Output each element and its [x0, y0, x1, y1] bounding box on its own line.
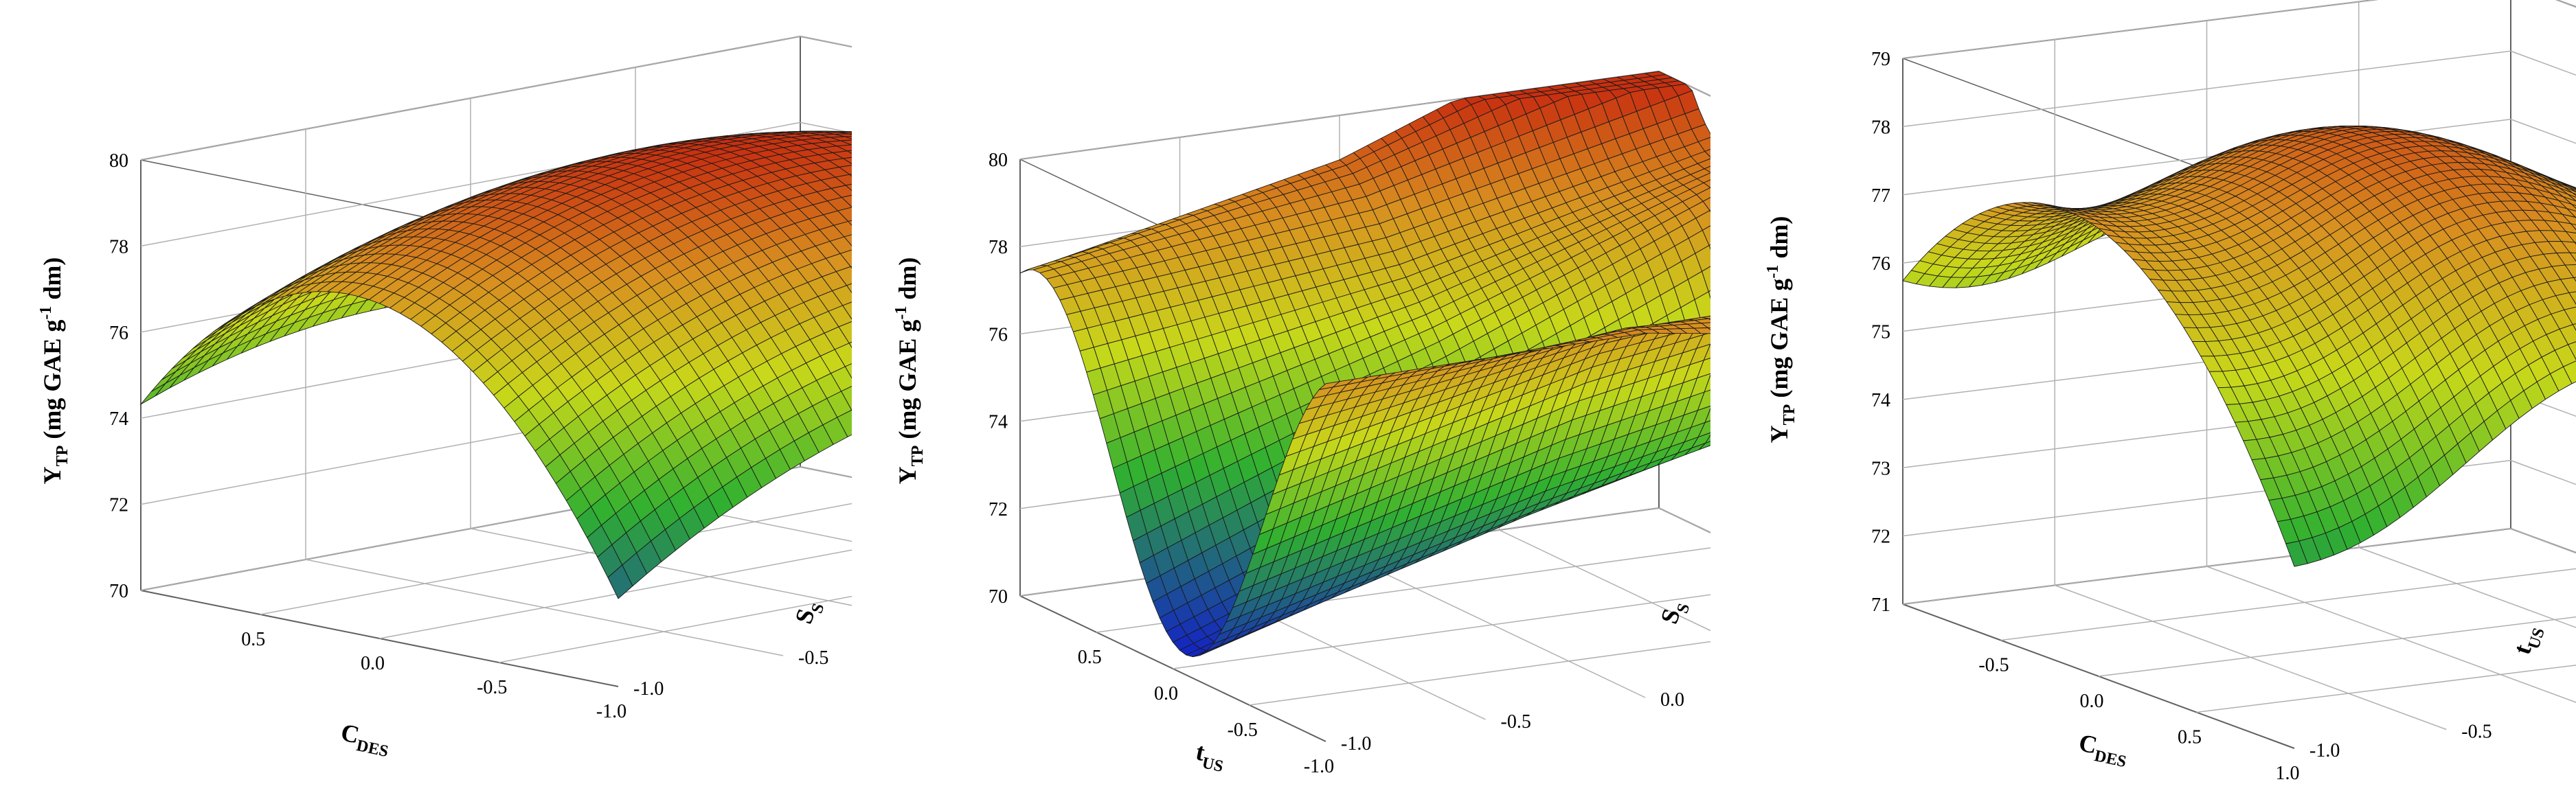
surface — [1902, 125, 2576, 567]
x-tick-label: 0.0 — [361, 653, 385, 674]
x-tick-label: 0.5 — [241, 629, 265, 650]
floor-grid-line — [2196, 665, 2576, 713]
x-axis-label-sub: US — [1201, 754, 1225, 776]
x-tick-label: -0.5 — [477, 677, 507, 698]
x-tick-label: 0.0 — [1154, 683, 1178, 704]
floor-grid-line — [2098, 616, 2576, 677]
floor-grid-line — [1249, 641, 1710, 706]
y-tick-label: -0.5 — [798, 647, 828, 669]
surface — [1019, 71, 1710, 658]
z-tick-label: 70 — [988, 586, 1008, 608]
z-tick-label: 72 — [988, 499, 1008, 520]
floor-grid-line — [2206, 566, 2576, 703]
wall-grid-line — [800, 466, 852, 478]
z-tick-label: 78 — [109, 236, 128, 257]
x-tick-label: -0.5 — [1228, 719, 1258, 741]
surface-patch — [844, 363, 852, 379]
z-axis-label: YTP (mg GAE g-1 dm) — [892, 257, 927, 485]
surface-plot-1: 7072747678800.50.0-0.5-1.0-1.0-0.50.00.5… — [37, 36, 852, 761]
top-edge — [800, 36, 852, 48]
floor-grid-line — [260, 503, 852, 615]
y-tick-label: -1.0 — [633, 678, 664, 700]
tick-labels: 7072747678800.50.0-0.5-1.0-1.0-0.50.00.5… — [109, 150, 828, 722]
surface-patch — [140, 382, 166, 405]
z-axis-label-unit: (mg GAE g — [894, 320, 921, 446]
z-tick-label: 70 — [109, 581, 128, 602]
floor-grid-line — [1339, 551, 1646, 698]
floor-edge — [800, 466, 852, 479]
surface-plot-3: 717273747576777879-0.50.00.51.0-1.0-0.50… — [1764, 0, 2576, 784]
wall-grid-line — [800, 36, 852, 47]
surface-plot-2: 7072747678800.50.0-0.5-1.0-1.0-0.50.00.5… — [892, 71, 1710, 777]
y-tick-label: -1.0 — [1341, 733, 1371, 755]
z-tick-label: 78 — [988, 237, 1008, 258]
z-axis-label-sup: -1 — [892, 306, 910, 320]
floor-grid-line — [2000, 568, 2576, 641]
floor-edge — [1658, 507, 1710, 533]
z-axis-label-sub: TP — [909, 446, 927, 467]
z-axis-label-main: Y — [894, 466, 921, 484]
x-axis-label: CDES — [337, 718, 393, 761]
z-tick-label: 74 — [109, 408, 128, 430]
z-tick-label: 80 — [988, 150, 1008, 171]
x-axis-label: tUS — [1193, 737, 1228, 776]
wall-grid-line — [1658, 71, 1710, 97]
surface-patch — [1318, 381, 1340, 390]
z-axis-label: YTP (mg GAE g-1 dm) — [37, 257, 71, 485]
z-tick-label: 74 — [988, 412, 1008, 433]
z-axis-label-unit: dm) — [38, 257, 66, 306]
floor-grid-line — [1499, 529, 1710, 632]
x-tick-label: -1.0 — [1304, 756, 1334, 777]
x-tick-label: 0.5 — [1078, 647, 1102, 668]
z-axis-label-sub: TP — [54, 446, 71, 467]
tick-labels: 7072747678800.50.0-0.5-1.0-1.0-0.50.00.5… — [988, 150, 1684, 777]
z-axis-label-sup: -1 — [37, 306, 55, 320]
x-axis-label-sub: DES — [355, 737, 390, 761]
z-tick-label: 72 — [109, 495, 128, 516]
surface-patch — [607, 564, 633, 599]
z-axis-label-unit: (mg GAE g — [38, 320, 66, 446]
x-tick-label: -1.0 — [596, 701, 626, 722]
z-tick-label: 76 — [109, 323, 128, 344]
y-tick-label: -0.5 — [1501, 711, 1531, 733]
floor-grid-line — [470, 528, 852, 606]
floor-grid-line — [2358, 546, 2576, 628]
y-tick-label: 0.0 — [1660, 689, 1684, 711]
surface — [140, 130, 852, 599]
z-tick-label: 80 — [109, 150, 128, 172]
wall-grid-line — [1658, 507, 1710, 533]
z-tick-label: 76 — [988, 324, 1008, 345]
z-axis-label-unit: dm) — [894, 257, 921, 306]
floor-grid-line — [499, 595, 852, 663]
z-axis-label-main: Y — [38, 466, 66, 484]
